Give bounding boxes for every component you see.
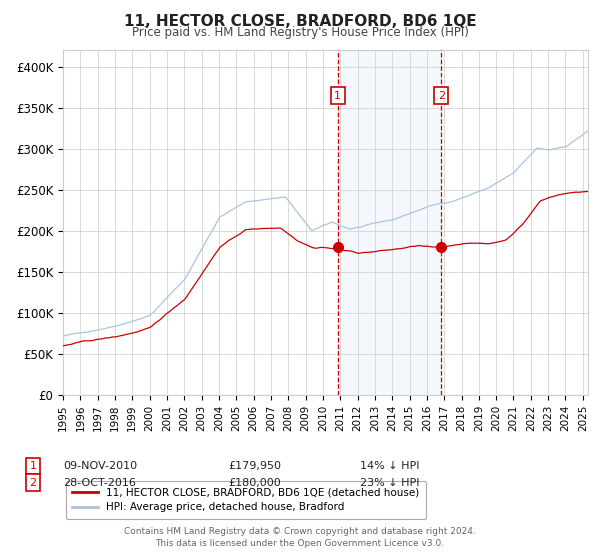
- Bar: [338, 50, 441, 395]
- Text: Price paid vs. HM Land Registry's House Price Index (HPI): Price paid vs. HM Land Registry's House …: [131, 26, 469, 39]
- Text: 14% ↓ HPI: 14% ↓ HPI: [360, 461, 419, 471]
- Text: 1: 1: [29, 461, 37, 471]
- Text: This data is licensed under the Open Government Licence v3.0.: This data is licensed under the Open Gov…: [155, 539, 445, 548]
- Text: £180,000: £180,000: [228, 478, 281, 488]
- Text: Contains HM Land Registry data © Crown copyright and database right 2024.: Contains HM Land Registry data © Crown c…: [124, 528, 476, 536]
- Text: 11, HECTOR CLOSE, BRADFORD, BD6 1QE: 11, HECTOR CLOSE, BRADFORD, BD6 1QE: [124, 14, 476, 29]
- Text: £179,950: £179,950: [228, 461, 281, 471]
- Text: 2: 2: [29, 478, 37, 488]
- Text: 1: 1: [334, 91, 341, 100]
- Legend: 11, HECTOR CLOSE, BRADFORD, BD6 1QE (detached house), HPI: Average price, detach: 11, HECTOR CLOSE, BRADFORD, BD6 1QE (det…: [65, 481, 426, 519]
- Text: 28-OCT-2016: 28-OCT-2016: [63, 478, 136, 488]
- Text: 2: 2: [437, 91, 445, 100]
- Text: 09-NOV-2010: 09-NOV-2010: [63, 461, 137, 471]
- Text: 23% ↓ HPI: 23% ↓ HPI: [360, 478, 419, 488]
